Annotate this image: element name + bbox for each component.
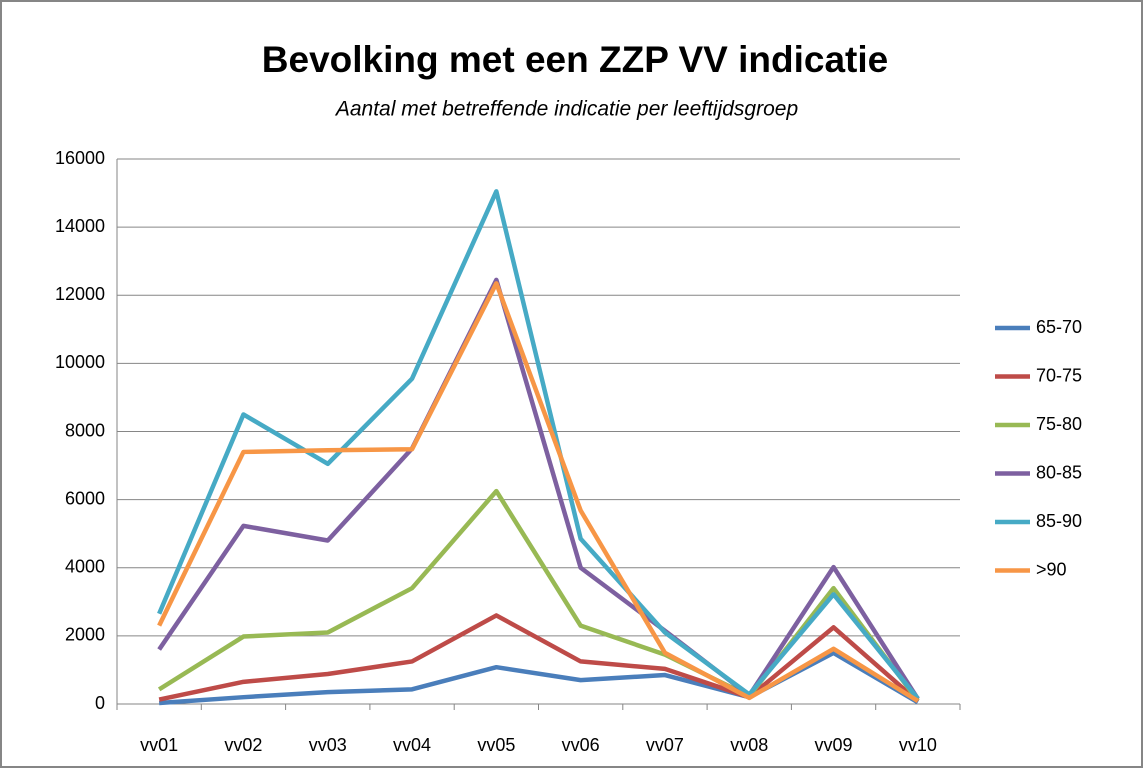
legend-label: 70-75: [1036, 365, 1082, 385]
legend-label: 65-70: [1036, 317, 1082, 337]
y-tick-label: 14000: [55, 216, 105, 236]
y-tick-label: 8000: [65, 420, 105, 440]
x-tick-label: vv03: [309, 735, 347, 755]
legend-label: 85-90: [1036, 511, 1082, 531]
x-tick-label: vv04: [393, 735, 431, 755]
x-tick-label: vv08: [730, 735, 768, 755]
x-tick-label: vv10: [899, 735, 937, 755]
legend-label: >90: [1036, 559, 1067, 579]
y-tick-label: 2000: [65, 625, 105, 645]
data-line: [158, 613, 920, 703]
x-tick-label: vv05: [477, 735, 515, 755]
y-tick-label: 4000: [65, 557, 105, 577]
x-tick-label: vv06: [562, 735, 600, 755]
y-tick-label: 0: [95, 693, 105, 713]
x-tick-label: vv07: [646, 735, 684, 755]
y-tick-label: 16000: [55, 148, 105, 168]
y-tick-label: 6000: [65, 488, 105, 508]
data-line: [157, 281, 920, 703]
legend-label: 80-85: [1036, 462, 1082, 482]
x-tick-label: vv01: [140, 735, 178, 755]
x-tick-label: vv02: [224, 735, 262, 755]
y-tick-label: 12000: [55, 284, 105, 304]
chart-subtitle: Aantal met betreffende indicatie per lee…: [334, 98, 798, 121]
y-tick-label: 10000: [55, 352, 105, 372]
x-tick-label: vv09: [815, 735, 853, 755]
chart-title: Bevolking met een ZZP VV indicatie: [262, 39, 888, 80]
data-line: [157, 277, 920, 701]
legend-label: 75-80: [1036, 414, 1082, 434]
data-line: [157, 189, 920, 700]
